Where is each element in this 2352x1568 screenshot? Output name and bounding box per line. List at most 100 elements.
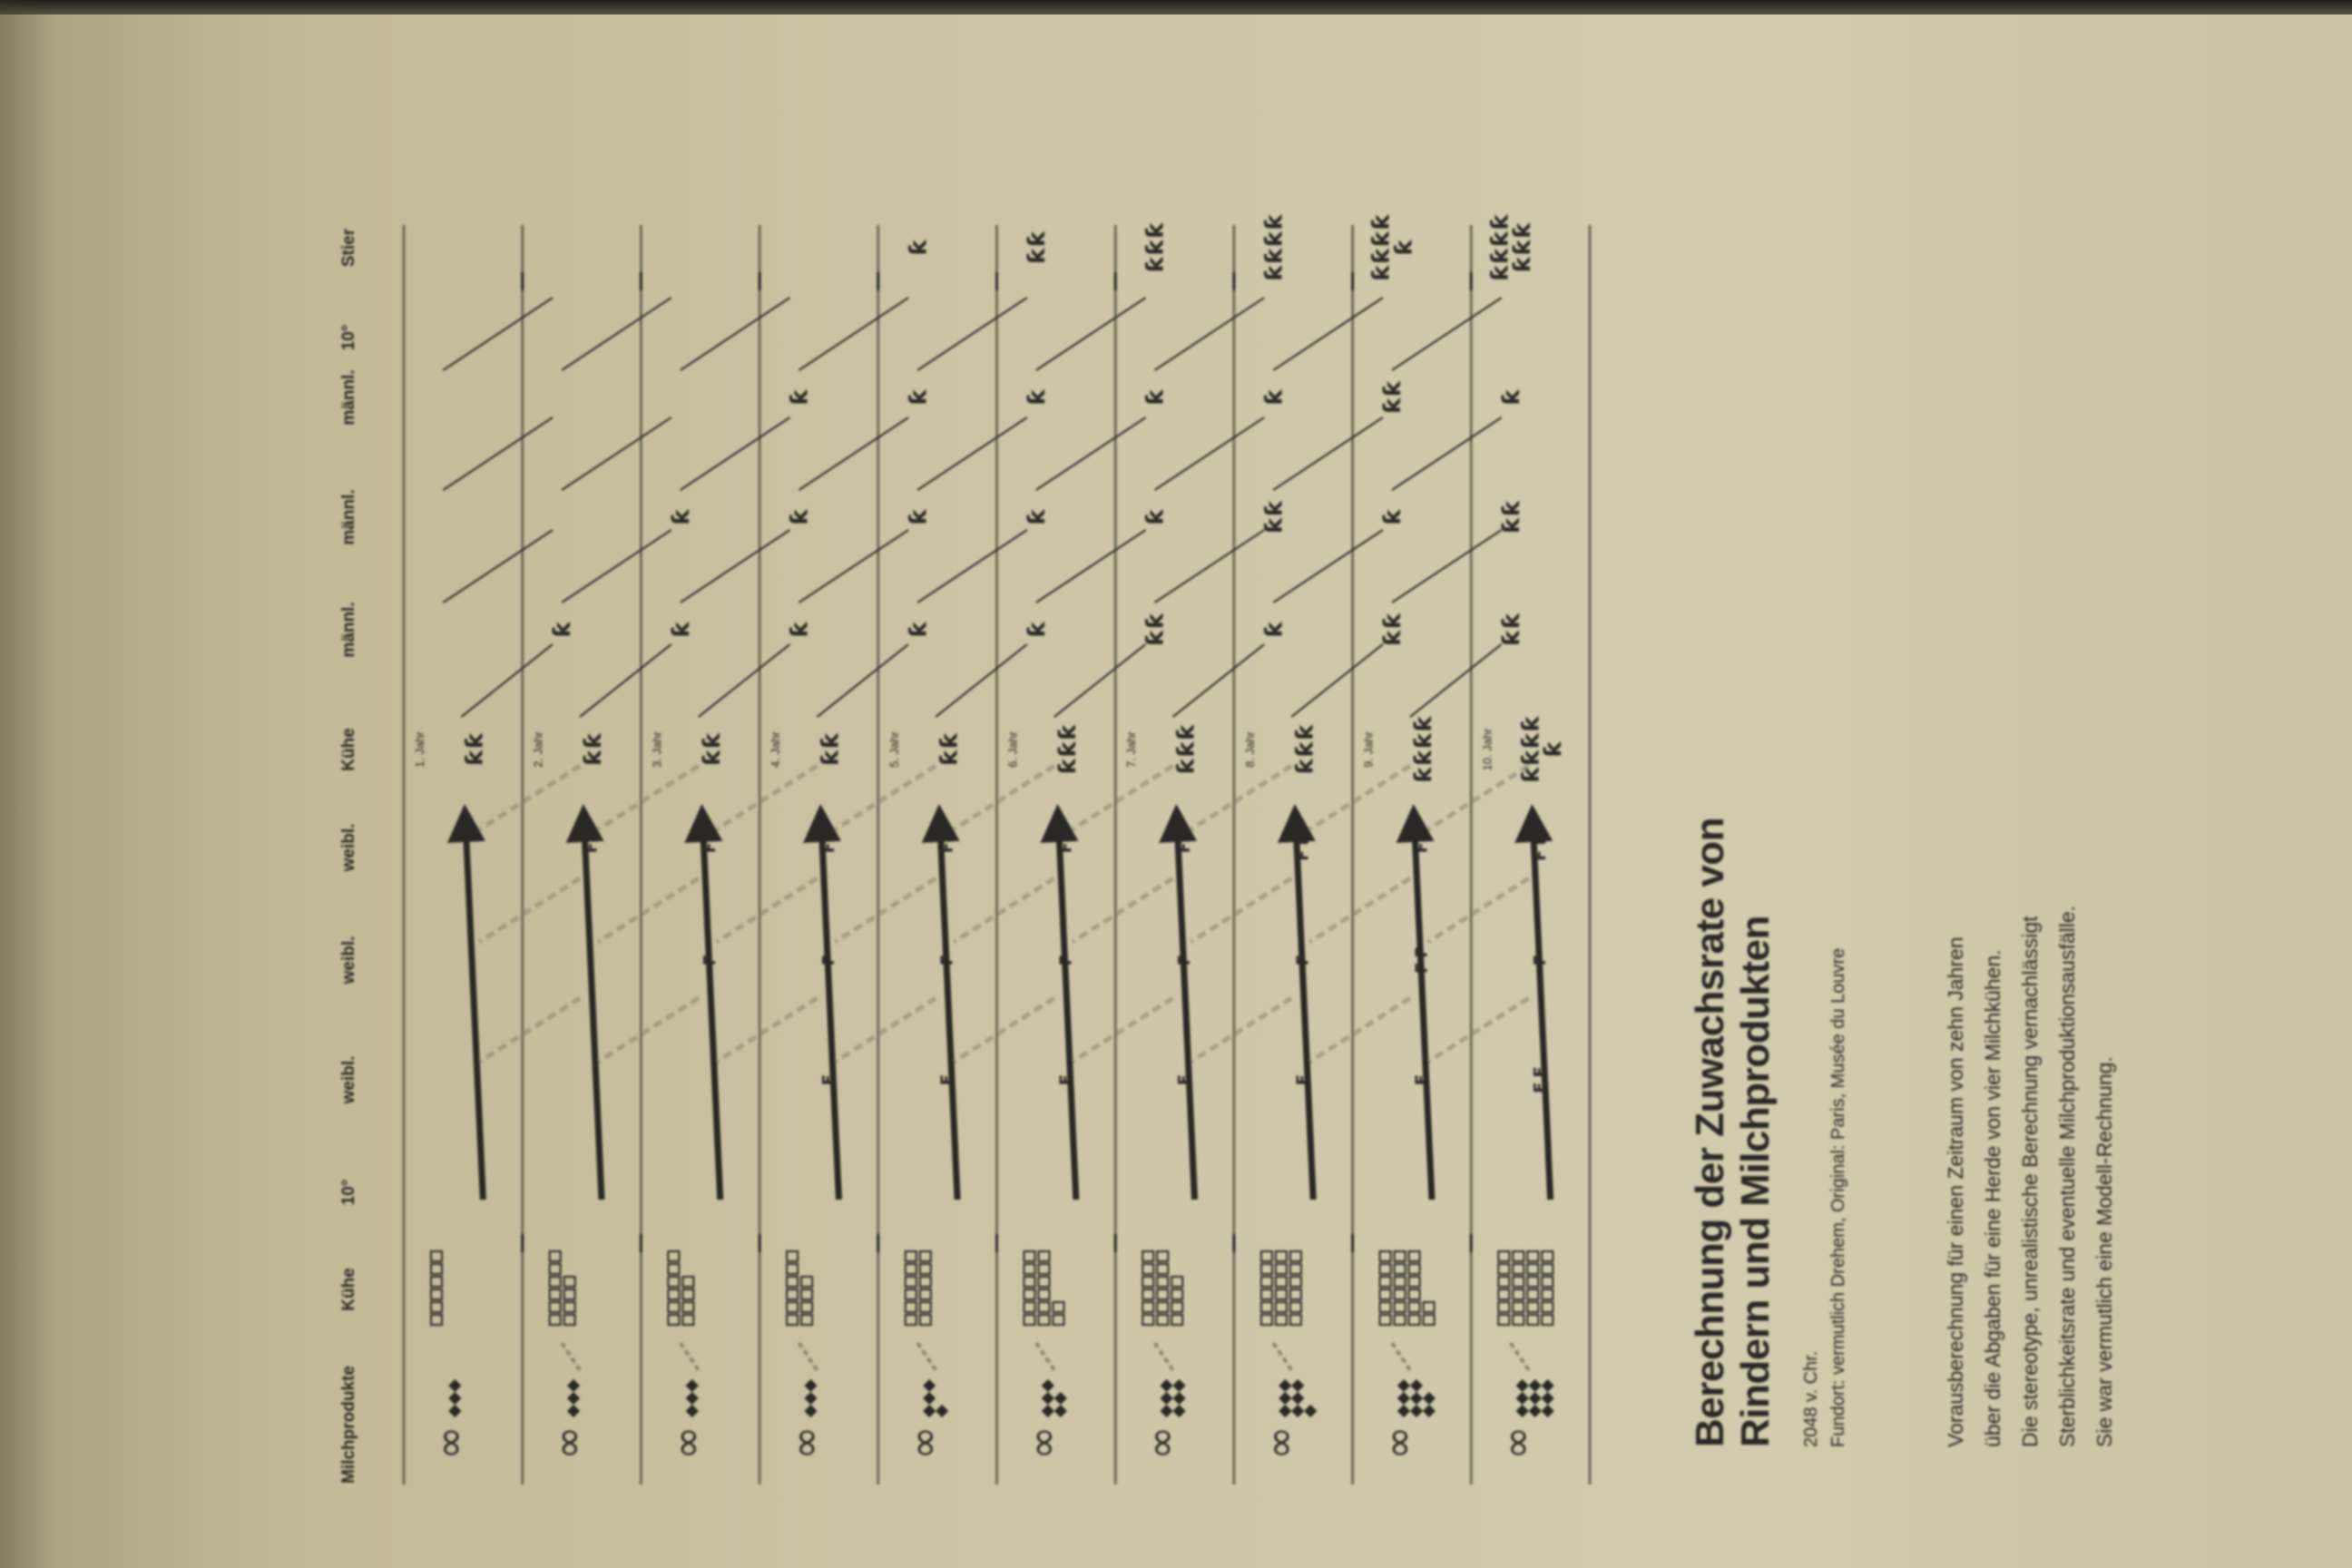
transfer-line bbox=[834, 995, 937, 1064]
milk-dot-icon bbox=[1160, 1391, 1173, 1406]
cow-sign-icon bbox=[1526, 1250, 1540, 1262]
cow-sign-icon bbox=[667, 1276, 681, 1288]
cow-sign-icon bbox=[1023, 1276, 1036, 1288]
male-calf-icon: ƙ bbox=[1142, 612, 1170, 629]
title-line-2: Rindern und Milchprodukten bbox=[1733, 916, 1778, 1447]
transfer-line bbox=[1426, 763, 1530, 832]
milk-dot-icon bbox=[1541, 1404, 1554, 1418]
transfer-line bbox=[834, 763, 937, 832]
link-line bbox=[1035, 416, 1147, 491]
diagram-row: 4. Jahr ∞ bbox=[769, 272, 937, 1459]
milk-dot-icon bbox=[1541, 1391, 1554, 1406]
cow-sign-icon bbox=[800, 1289, 814, 1300]
milk-dot-icon bbox=[1422, 1391, 1436, 1406]
year-label: 5. Jahr bbox=[887, 730, 901, 767]
transfer-line bbox=[1190, 995, 1293, 1064]
cow-icon: ƙ bbox=[1173, 741, 1200, 758]
link-line bbox=[798, 529, 909, 603]
museum-placard: Milchprodukte Kühe 10° weibl. weibl. weibl. Kü… bbox=[318, 191, 2223, 1506]
diagram-row: 6. Jahr ∞ bbox=[1006, 272, 1175, 1459]
cow-sign-icon bbox=[1378, 1250, 1392, 1262]
cow-sign-icon bbox=[430, 1314, 443, 1326]
milk-dot-icon bbox=[1304, 1404, 1318, 1418]
milk-dot-icon bbox=[1515, 1391, 1529, 1406]
milk-dot-icon bbox=[1041, 1404, 1054, 1418]
cow-sign-icon bbox=[563, 1289, 576, 1300]
milk-dot-icon bbox=[1160, 1404, 1173, 1418]
header-label: 10° bbox=[339, 325, 358, 351]
date: 2048 v. Chr. bbox=[1801, 1350, 1821, 1447]
female-calf-icon: ꜰ bbox=[1289, 849, 1314, 861]
cow-sign-icon bbox=[904, 1301, 917, 1313]
link-line bbox=[1153, 529, 1265, 603]
cow-sign-icon bbox=[548, 1289, 562, 1300]
cow-sign-icon bbox=[904, 1276, 917, 1288]
cow-sign-icon bbox=[1023, 1314, 1036, 1326]
male-calf-icon: ƙ bbox=[1024, 622, 1051, 638]
female-calf-icon: ꜰ bbox=[1289, 834, 1314, 846]
year-label: 3. Jahr bbox=[650, 730, 663, 767]
cattle-growth-diagram: Milchprodukte Kühe 10° weibl. weibl. weibl. Kü… bbox=[339, 214, 1592, 1485]
cow-sign-icon bbox=[1289, 1250, 1302, 1262]
header-label: Kühe bbox=[339, 1268, 358, 1311]
transfer-line bbox=[834, 876, 937, 945]
body-line: Die stereotype, unrealistische Berechnun… bbox=[2018, 916, 2042, 1447]
cow-icon: ƙ bbox=[1291, 758, 1318, 774]
milk-dot-icon bbox=[1396, 1391, 1411, 1406]
diagram-row: 5. Jahr ∞ bbox=[887, 272, 1056, 1459]
cow-sign-icon bbox=[548, 1263, 562, 1275]
cow-sign-icon bbox=[1497, 1314, 1511, 1326]
cow-sign-icon bbox=[430, 1250, 443, 1262]
milk-dot-icon bbox=[923, 1378, 936, 1393]
bull-icon: ƙ bbox=[1486, 265, 1514, 281]
cow-sign-icon bbox=[1497, 1263, 1511, 1275]
cow-sign-icon bbox=[1274, 1301, 1288, 1313]
female-calf-icon: ꜰ bbox=[1525, 954, 1551, 965]
cow-icon: ƙ bbox=[1054, 724, 1082, 740]
cow-sign-icon bbox=[1171, 1301, 1184, 1313]
bull-icon: ƙ bbox=[1368, 248, 1396, 264]
cow-icon: ƙ bbox=[580, 732, 607, 749]
female-calf-icon: ꜰ bbox=[1289, 1073, 1314, 1085]
growth-arrow bbox=[565, 804, 605, 1200]
male-calf-icon: ƙ bbox=[905, 622, 932, 638]
transfer-line bbox=[715, 995, 818, 1064]
cow-sign-icon bbox=[1142, 1263, 1155, 1275]
header-label: Milchprodukte bbox=[339, 1366, 358, 1484]
cow-sign-icon bbox=[918, 1263, 932, 1275]
year-label: 1. Jahr bbox=[413, 730, 426, 767]
fundort: Fundort: vermutlich Drehem, Original: Pa… bbox=[1828, 947, 1848, 1447]
bull-icon: ƙ bbox=[1142, 222, 1170, 239]
cow-sign-icon bbox=[1512, 1263, 1525, 1275]
bull-icon: ƙ bbox=[1509, 222, 1536, 239]
transfer-line bbox=[1308, 876, 1412, 945]
body-line: Sterblichkeitsrate und eventuelle Milchp… bbox=[2055, 905, 2079, 1447]
cow-sign-icon bbox=[1407, 1263, 1421, 1275]
title-line-1: Berechnung der Zuwachsrate von bbox=[1688, 817, 1732, 1447]
transfer-line bbox=[1190, 876, 1293, 945]
cow-sign-icon bbox=[904, 1250, 917, 1262]
cow-sign-icon bbox=[1142, 1250, 1155, 1262]
cow-sign-icon bbox=[1378, 1301, 1392, 1313]
transfer-line bbox=[1071, 763, 1174, 832]
cow-sign-icon bbox=[681, 1301, 695, 1313]
milk-dot-icon bbox=[685, 1378, 699, 1393]
year-label: 10. Jahr bbox=[1480, 728, 1494, 771]
link-line bbox=[442, 529, 554, 603]
cow-sign-icon bbox=[1497, 1301, 1511, 1313]
header-label: männl. bbox=[339, 489, 358, 544]
cow-sign-icon bbox=[1259, 1314, 1273, 1326]
female-calf-icon: ꜰ bbox=[695, 954, 720, 965]
cow-sign-icon bbox=[1541, 1263, 1554, 1275]
transfer-line bbox=[1071, 876, 1174, 945]
milk-dot-icon bbox=[685, 1391, 699, 1406]
milk-dot-icon bbox=[1279, 1378, 1292, 1393]
growth-arrow bbox=[803, 804, 842, 1200]
female-calf-icon: ꜰ bbox=[814, 1073, 839, 1085]
milk-dot-icon bbox=[448, 1404, 462, 1418]
growth-arrow bbox=[684, 804, 724, 1200]
milk-dot-icon bbox=[804, 1391, 818, 1406]
diagram-row: 10. Jahr ∞ bbox=[1480, 728, 1554, 1459]
transfer-line bbox=[1071, 995, 1174, 1064]
female-calf-icon: ꜰ bbox=[814, 954, 839, 965]
